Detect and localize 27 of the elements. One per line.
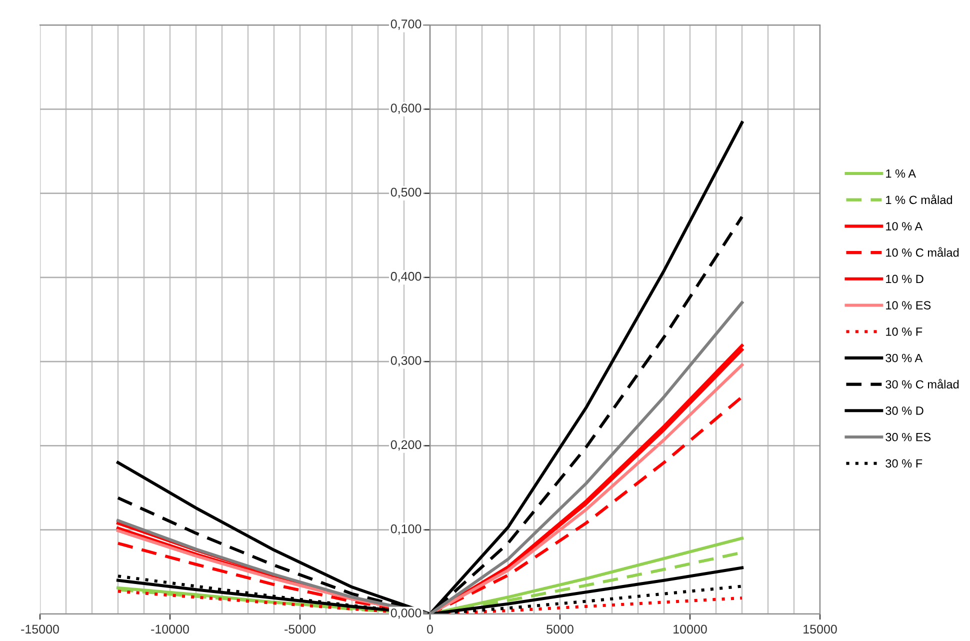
legend-label: 30 % D bbox=[886, 406, 924, 415]
x-tick-label: -5000 bbox=[284, 624, 316, 634]
y-tick-label: 0,600 bbox=[390, 104, 422, 114]
x-tick-label: -10000 bbox=[151, 624, 189, 634]
legend-label: 30 % C målad bbox=[886, 378, 959, 389]
legend-label: 30 % F bbox=[886, 459, 922, 468]
x-tick-label: -15000 bbox=[21, 624, 59, 634]
legend-label: 30 % ES bbox=[886, 432, 931, 442]
y-tick-label: 0,200 bbox=[390, 440, 422, 451]
y-tick-label: 0,700 bbox=[390, 20, 422, 30]
x-tick-label: 10000 bbox=[674, 624, 707, 634]
legend-label: 10 % D bbox=[886, 274, 924, 284]
y-tick-label: 0,000 bbox=[390, 608, 422, 619]
x-tick-label: 5000 bbox=[546, 624, 574, 634]
legend-label: 10 % ES bbox=[886, 301, 931, 310]
legend-label: 10 % C målad bbox=[886, 247, 959, 257]
legend-label: 10 % F bbox=[886, 327, 922, 336]
legend-label: 10 % A bbox=[886, 222, 923, 230]
x-tick-label: 15000 bbox=[804, 624, 837, 634]
legend-label: 1 % C målad bbox=[886, 194, 952, 204]
legend-label: 1 % A bbox=[886, 169, 916, 178]
y-tick-label: 0,500 bbox=[390, 188, 422, 198]
y-tick-label: 0,300 bbox=[390, 356, 422, 366]
legend-label: 30 % A bbox=[886, 354, 923, 362]
y-tick-label: 0,400 bbox=[390, 272, 422, 282]
y-tick-label: 0,100 bbox=[390, 524, 422, 535]
x-tick-label: 0 bbox=[427, 624, 433, 634]
